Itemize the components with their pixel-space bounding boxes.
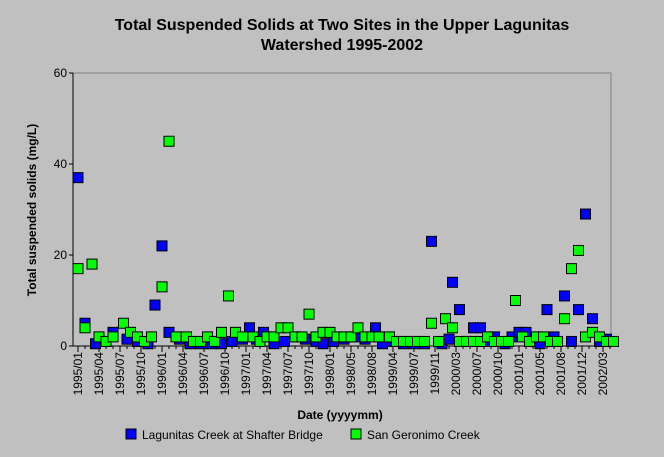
lagunitas-point xyxy=(541,304,553,316)
y-axis: 0 20 40 60 xyxy=(54,66,74,353)
san-geronimo-point xyxy=(163,135,175,147)
lagunitas-point xyxy=(279,335,290,347)
x-tick-label: 1995/04 xyxy=(92,352,106,396)
san-geronimo-point xyxy=(296,331,308,343)
san-geronimo-point xyxy=(209,335,220,347)
san-geronimo-point xyxy=(156,281,168,293)
x-tick-label: 1995/01 xyxy=(71,352,85,396)
x-tick-label: 2000/07 xyxy=(470,352,484,396)
x-tick-label: 2002/03 xyxy=(596,352,610,396)
san-geronimo-point xyxy=(170,331,182,343)
x-tick-label: 1999/07 xyxy=(407,352,421,396)
x-tick-label: 2001/08 xyxy=(554,352,568,396)
lagunitas-point xyxy=(226,335,238,347)
san-geronimo-point xyxy=(440,313,451,325)
y-tick-label: 20 xyxy=(54,248,68,262)
x-tick-label: 1996/07 xyxy=(197,352,211,396)
lagunitas-point xyxy=(72,172,84,184)
x-tick-label: 1995/07 xyxy=(113,352,127,396)
lagunitas-point xyxy=(447,276,458,288)
x-tick-label: 1997/01 xyxy=(239,352,253,396)
lagunitas-point xyxy=(559,290,570,302)
x-axis: 1995/01 1995/04 1995/07 1995/10 1996/01 1996/… xyxy=(71,345,611,396)
legend-label-san-geronimo: San Geronimo Creek xyxy=(367,428,481,442)
legend: Lagunitas Creek at Shafter Bridge San Ge… xyxy=(125,428,481,442)
san-geronimo-point xyxy=(510,295,521,306)
san-geronimo-point xyxy=(503,335,514,347)
lagunitas-point xyxy=(587,313,598,325)
san-geronimo-point xyxy=(426,317,437,329)
x-tick-label: 2000/10 xyxy=(491,352,505,396)
san-geronimo-point xyxy=(146,331,157,343)
san-geronimo-point xyxy=(608,335,619,347)
x-tick-label: 1996/04 xyxy=(176,352,190,396)
lagunitas-point xyxy=(580,208,591,220)
y-tick-label: 40 xyxy=(54,157,68,171)
san-geronimo-point xyxy=(345,331,357,343)
x-tick-label: 1998/08 xyxy=(365,352,379,396)
san-geronimo-point xyxy=(566,263,577,275)
san-geronimo-point xyxy=(552,335,563,347)
san-geronimo-point xyxy=(282,322,294,334)
lagunitas-point xyxy=(156,240,168,252)
san-geronimo-point xyxy=(373,331,385,343)
x-tick-label: 2001/01 xyxy=(512,352,526,396)
lagunitas-point xyxy=(244,322,255,334)
x-tick-label: 1999/11 xyxy=(428,352,442,395)
legend-marker-san-geronimo xyxy=(350,428,362,440)
san-geronimo-point xyxy=(573,244,584,256)
san-geronimo-point xyxy=(86,258,98,270)
x-tick-label: 1996/10 xyxy=(218,352,232,396)
x-tick-label: 1997/04 xyxy=(260,352,274,396)
san-geronimo-point xyxy=(303,308,315,320)
x-tick-label: 2001/12 xyxy=(575,352,589,396)
san-geronimo-point xyxy=(223,290,234,302)
san-geronimo-point xyxy=(237,331,248,343)
lagunitas-point xyxy=(149,299,161,311)
san-geronimo-point xyxy=(419,335,430,347)
y-tick-label: 0 xyxy=(60,339,67,353)
san-geronimo-point xyxy=(433,335,444,347)
x-tick-label: 1997/10 xyxy=(302,352,316,396)
x-tick-label: 2001/05 xyxy=(533,352,547,396)
x-tick-label: 1997/07 xyxy=(281,352,295,396)
san-geronimo-point xyxy=(107,331,119,343)
x-tick-label: 1998/01 xyxy=(323,352,337,396)
lagunitas-point xyxy=(573,304,584,316)
san-geronimo-point xyxy=(216,326,227,338)
san-geronimo-point xyxy=(447,322,458,334)
lagunitas-point xyxy=(443,333,455,345)
san-geronimo-point xyxy=(268,331,280,343)
san-geronimo-point xyxy=(72,263,84,275)
x-tick-label: 1999/04 xyxy=(386,352,400,396)
x-tick-label: 2000/03 xyxy=(449,352,463,396)
san-geronimo-point xyxy=(118,317,129,329)
plot-area xyxy=(72,72,612,347)
data-points xyxy=(72,135,619,350)
lagunitas-point xyxy=(566,335,577,347)
legend-label-lagunitas: Lagunitas Creek at Shafter Bridge xyxy=(142,428,323,442)
chart-title-line-2: Watershed 1995-2002 xyxy=(261,37,423,54)
chart-title-line-1: Total Suspended Solids at Two Sites in t… xyxy=(115,17,570,34)
san-geronimo-point xyxy=(79,322,91,334)
y-tick-label: 60 xyxy=(54,66,68,80)
lagunitas-point xyxy=(454,304,465,316)
lagunitas-point xyxy=(370,322,381,334)
x-tick-label: 1995/10 xyxy=(134,352,148,396)
lagunitas-point xyxy=(426,235,437,247)
san-geronimo-point xyxy=(352,322,364,334)
x-tick-label: 1996/01 xyxy=(155,352,169,396)
lagunitas-point xyxy=(475,322,486,334)
san-geronimo-point xyxy=(559,313,570,325)
x-tick-label: 1998/05 xyxy=(344,352,358,396)
x-axis-title: Date (yyyymm) xyxy=(297,408,382,422)
y-axis-title: Total suspended solids (mg/L) xyxy=(25,124,39,296)
legend-marker-lagunitas xyxy=(125,428,137,440)
